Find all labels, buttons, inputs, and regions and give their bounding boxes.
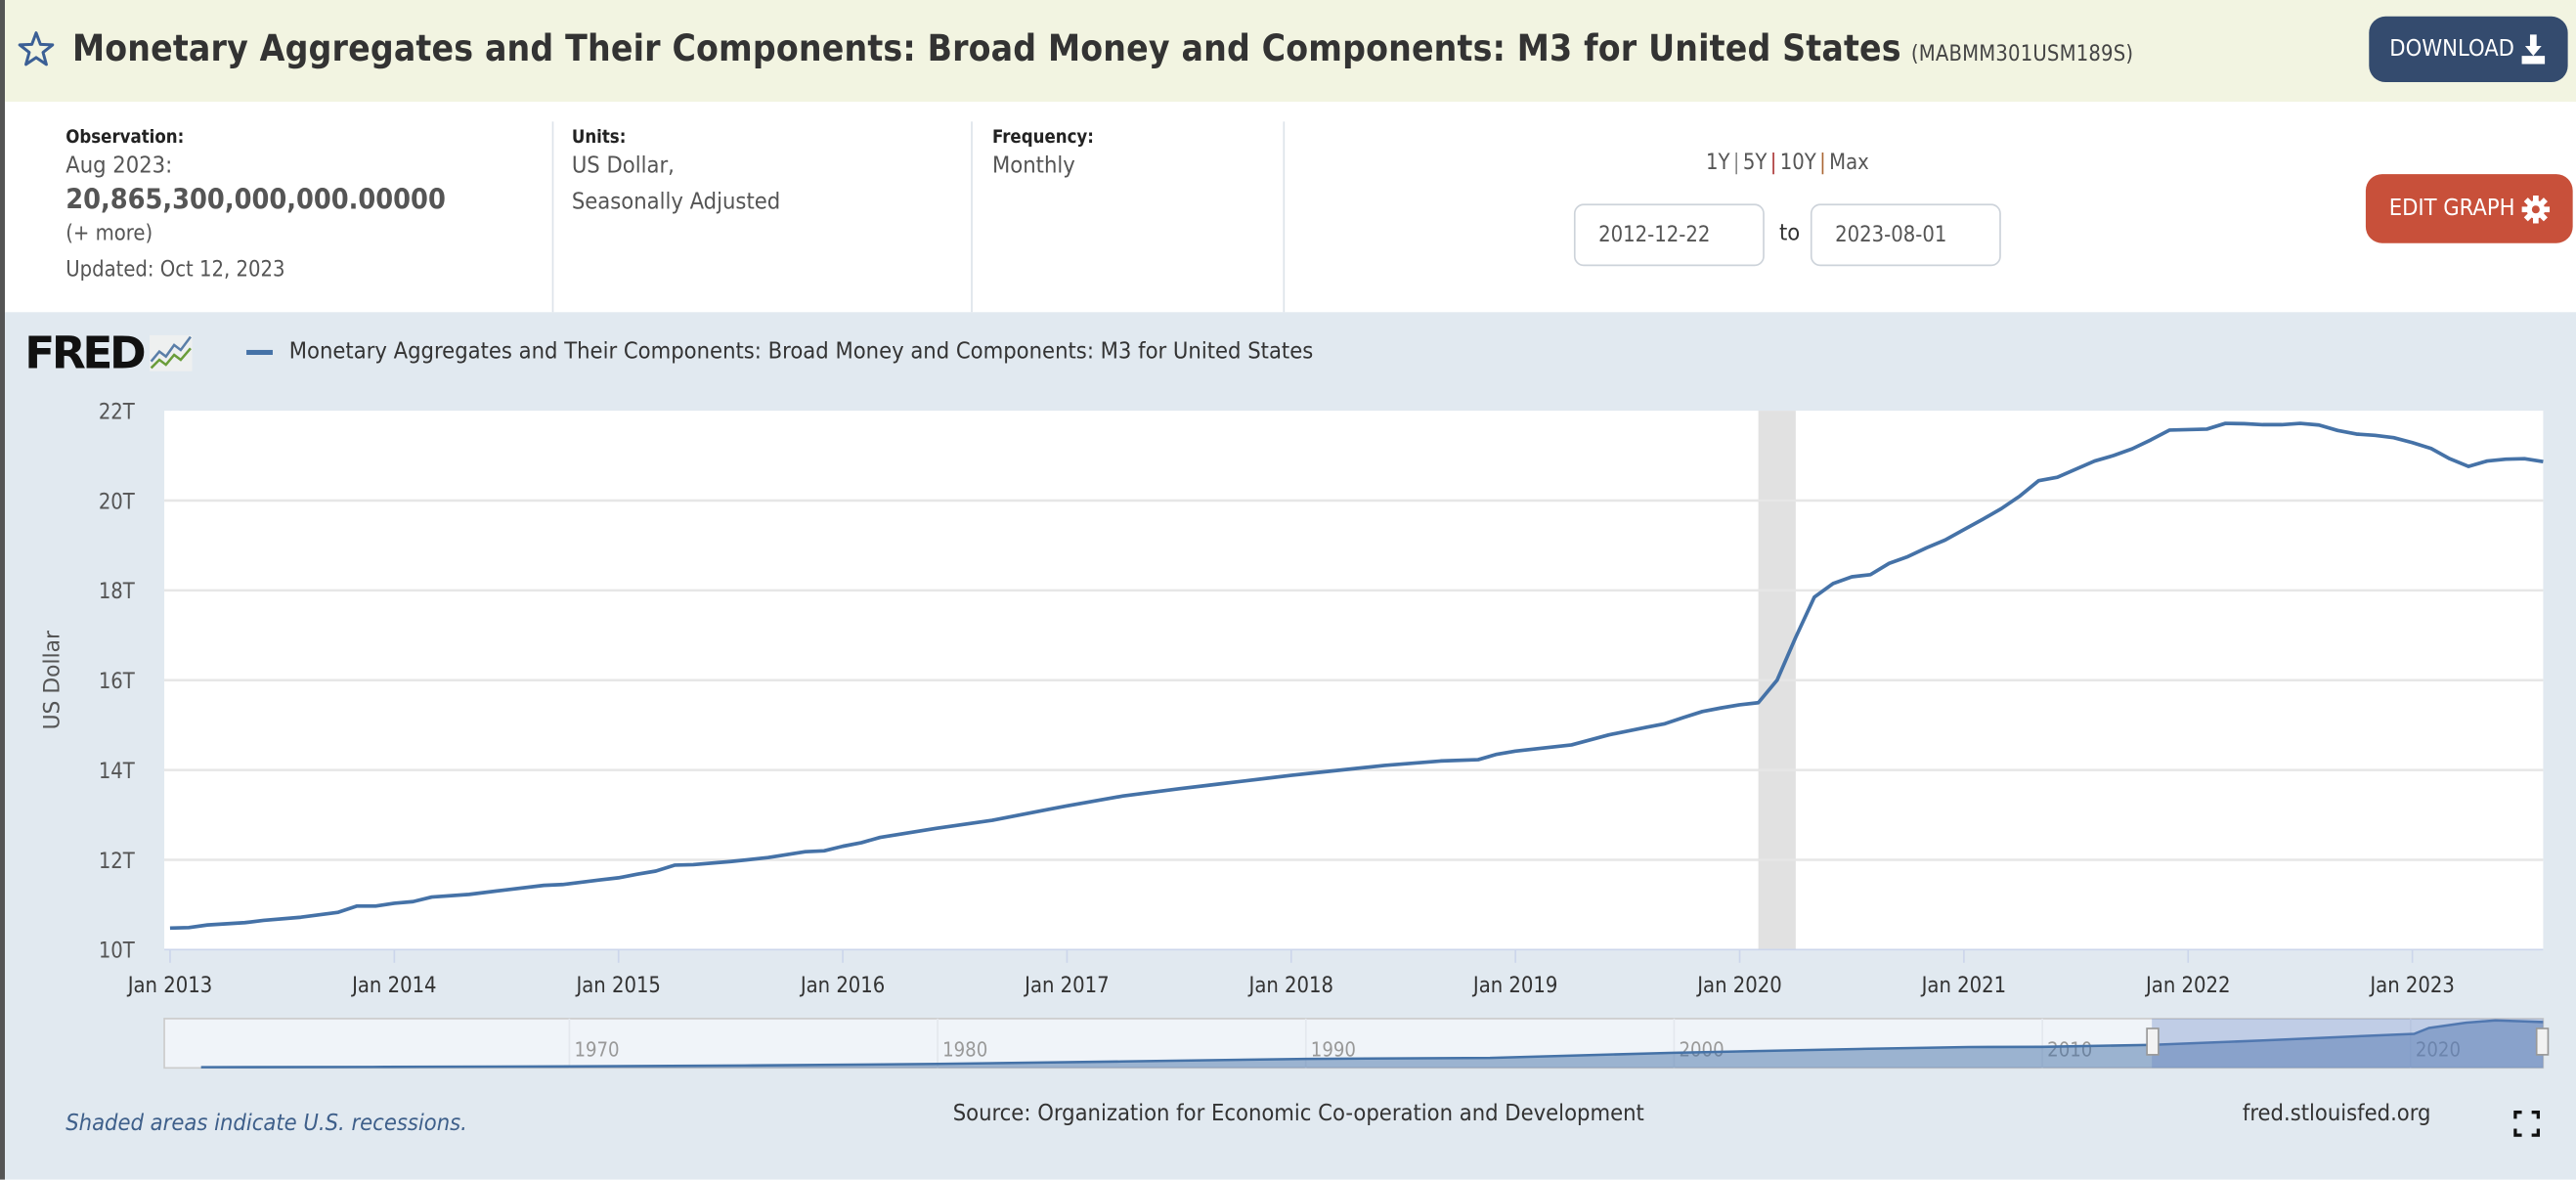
series-line	[169, 421, 2544, 931]
frequency-block: Frequency: Monthly	[992, 126, 1094, 184]
source-text: Source: Organization for Economic Co-ope…	[952, 1100, 1644, 1127]
updated-date: Updated: Oct 12, 2023	[65, 257, 285, 284]
site-link[interactable]: fred.stlouisfed.org	[2242, 1100, 2431, 1127]
units-block: Units: US Dollar, Seasonally Adjusted	[572, 126, 780, 220]
more-link[interactable]: (+ more)	[65, 221, 153, 247]
edit-graph-button[interactable]: EDIT GRAPH	[2365, 174, 2573, 243]
x-tick-label: Jan 2015	[575, 974, 660, 998]
divider	[551, 121, 554, 313]
x-tick-label: Jan 2021	[1921, 974, 2006, 998]
observation-block: Observation: Aug 2023: 20,865,300,000,00…	[65, 126, 446, 288]
frequency-label: Frequency:	[992, 126, 1094, 149]
legend-swatch	[246, 349, 273, 355]
y-tick-label: 22T	[99, 401, 136, 425]
download-icon	[2522, 34, 2546, 65]
navigator-line	[200, 1019, 2544, 1069]
chart-legend[interactable]: Monetary Aggregates and Their Components…	[246, 338, 1313, 365]
range-5y[interactable]: 5Y	[1742, 151, 1768, 176]
x-tick-label: Jan 2016	[800, 974, 885, 998]
observation-label: Observation:	[65, 126, 185, 149]
navigator-area	[200, 1020, 2544, 1069]
y-tick-label: 10T	[99, 940, 136, 964]
fred-logo: FRED	[24, 328, 193, 379]
navigator-tick-label: 1970	[574, 1038, 619, 1062]
legend-label: Monetary Aggregates and Their Components…	[288, 338, 1314, 366]
x-tick-label: Jan 2023	[2369, 974, 2454, 998]
navigator-tick-label: 1990	[1311, 1038, 1356, 1062]
x-tick-label: Jan 2022	[2145, 974, 2230, 998]
download-button[interactable]: DOWNLOAD	[2369, 16, 2568, 83]
range-10y[interactable]: 10Y	[1779, 151, 1816, 176]
x-tick-label: Jan 2020	[1696, 974, 1781, 998]
y-axis-label: US Dollar	[40, 631, 65, 729]
range-1y[interactable]: 1Y	[1705, 151, 1730, 176]
recession-note: Shaded areas indicate U.S. recessions.	[65, 1111, 467, 1137]
divider	[1283, 121, 1286, 313]
star-outline-icon[interactable]	[17, 29, 56, 68]
series-title: Monetary Aggregates and Their Components…	[71, 29, 1901, 71]
download-label: DOWNLOAD	[2389, 35, 2514, 63]
to-label: to	[1778, 220, 1801, 247]
chart-logo-icon	[150, 334, 193, 371]
navigator-tick-label: 1980	[942, 1038, 987, 1062]
x-tick-label: Jan 2017	[1024, 974, 1109, 998]
units-label: Units:	[571, 126, 627, 149]
x-tick-label: Jan 2013	[127, 974, 212, 998]
start-date-input[interactable]	[1573, 203, 1765, 267]
frequency-value: Monthly	[992, 153, 1075, 180]
y-tick-label: 20T	[99, 490, 136, 514]
page-title: Monetary Aggregates and Their Components…	[72, 29, 2133, 70]
series-info-bar	[5, 102, 2576, 313]
range-selector: 1Y | 5Y | 10Y | Max	[1705, 151, 1869, 176]
y-tick-label: 12T	[99, 850, 136, 874]
edit-graph-label: EDIT GRAPH	[2388, 195, 2515, 222]
line-chart: 10T 12T 14T 16T 18T 20T 22T Jan 2013 Jan 2014 Jan…	[40, 401, 2550, 1070]
end-date-input[interactable]	[1810, 203, 2001, 267]
gear-icon	[2521, 195, 2550, 223]
navigator-handle[interactable]	[2535, 1027, 2550, 1056]
x-tick-label: Jan 2018	[1248, 974, 1333, 998]
units-adjustment: Seasonally Adjusted	[571, 189, 781, 216]
series-id: (MABMM301USM189S)	[1910, 42, 2134, 67]
x-tick-label: Jan 2014	[351, 974, 436, 998]
navigator-handle[interactable]	[2146, 1027, 2160, 1056]
series-header	[5, 0, 2576, 103]
range-max[interactable]: Max	[1829, 151, 1869, 176]
window-border	[0, 0, 6, 1180]
divider	[971, 121, 973, 313]
navigator-selection[interactable]	[2152, 1018, 2544, 1069]
x-tick-label: Jan 2019	[1472, 974, 1557, 998]
y-tick-label: 16T	[99, 670, 136, 694]
observation-date: Aug 2023:	[65, 153, 173, 180]
observation-value: 20,865,300,000,000.00000	[65, 184, 446, 217]
y-tick-label: 14T	[99, 760, 136, 784]
y-tick-label: 18T	[99, 580, 136, 604]
units-value: US Dollar,	[571, 153, 675, 180]
fullscreen-icon[interactable]	[2513, 1111, 2541, 1137]
